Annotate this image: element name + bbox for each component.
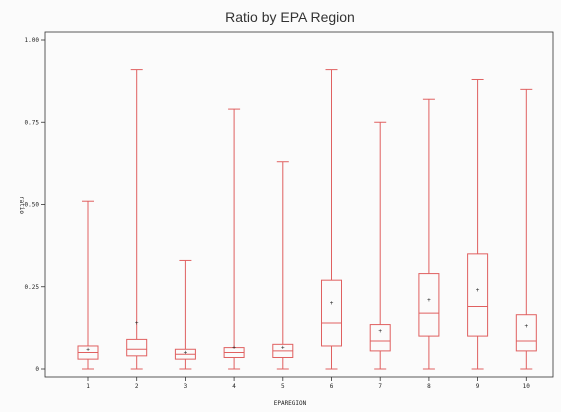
y-tick-label: 0.50 xyxy=(25,202,40,209)
mean-marker: + xyxy=(524,323,528,330)
x-tick-label: 8 xyxy=(427,383,431,390)
y-tick-label: 0.25 xyxy=(25,284,40,291)
y-tick-label: 0.75 xyxy=(25,119,40,126)
x-tick-label: 9 xyxy=(476,383,480,390)
iqr-box xyxy=(467,253,489,337)
iqr-box xyxy=(321,279,342,347)
box-region-5: + xyxy=(272,161,294,370)
iqr-box xyxy=(515,314,537,352)
box-region-8: + xyxy=(418,98,440,370)
x-axis-label: EPAREGION xyxy=(274,400,307,407)
box-region-10: + xyxy=(515,88,537,370)
chart-title: Ratio by EPA Region xyxy=(225,9,355,25)
box-region-1: + xyxy=(77,200,99,370)
x-tick-label: 6 xyxy=(330,383,334,390)
boxes: + + + + + + + + + + xyxy=(77,69,537,370)
box-region-4: + xyxy=(223,108,245,370)
iqr-box xyxy=(126,338,148,357)
mean-marker: + xyxy=(281,345,285,352)
box-region-7: + xyxy=(369,121,391,370)
box-region-9: + xyxy=(467,78,489,370)
iqr-box xyxy=(418,273,440,337)
mean-marker: + xyxy=(184,350,188,357)
x-axis: 1 2 3 4 5 6 7 8 9 10 xyxy=(86,377,530,390)
y-axis-label: ratio xyxy=(18,196,25,214)
y-tick-label: 0 xyxy=(35,366,39,373)
x-tick-label: 2 xyxy=(135,383,139,390)
x-tick-label: 4 xyxy=(232,383,236,390)
x-tick-label: 1 xyxy=(86,383,90,390)
x-tick-label: 5 xyxy=(281,383,285,390)
y-axis: 0 0.25 0.50 0.75 1.00 xyxy=(25,37,45,373)
box-region-3: + xyxy=(174,259,196,370)
iqr-box xyxy=(369,324,391,352)
box-region-6: + xyxy=(321,69,342,370)
mean-marker: + xyxy=(476,287,480,294)
y-tick-label: 1.00 xyxy=(25,37,40,44)
mean-marker: + xyxy=(330,300,334,307)
mean-marker: + xyxy=(427,297,431,304)
x-tick-label: 10 xyxy=(523,383,531,390)
mean-marker: + xyxy=(378,328,382,335)
x-tick-label: 7 xyxy=(378,383,382,390)
mean-marker: + xyxy=(135,320,139,327)
mean-marker: + xyxy=(86,346,90,353)
mean-marker: + xyxy=(232,345,236,352)
x-tick-label: 3 xyxy=(184,383,188,390)
box-region-2: + xyxy=(126,69,148,370)
